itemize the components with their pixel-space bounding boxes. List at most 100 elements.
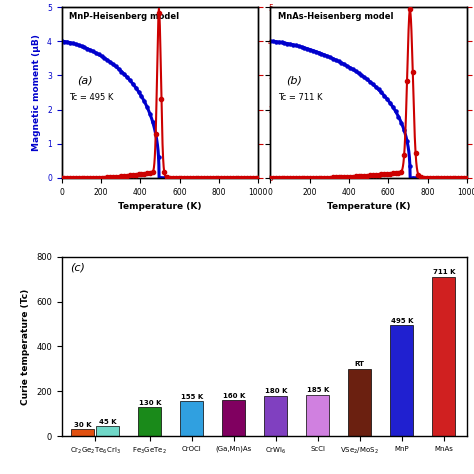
- Point: [283, 174, 291, 182]
- Point: [72, 174, 80, 182]
- Point: [455, 174, 462, 182]
- Point: [169, 174, 177, 182]
- Point: [112, 173, 119, 181]
- Point: [460, 174, 468, 182]
- Text: 495 K: 495 K: [391, 318, 413, 324]
- Text: (c): (c): [70, 262, 84, 272]
- Point: [209, 174, 217, 182]
- Point: [195, 174, 202, 182]
- Point: [375, 86, 383, 93]
- Point: [398, 168, 405, 175]
- Point: [118, 68, 125, 75]
- Point: [303, 45, 311, 53]
- Point: [140, 98, 148, 105]
- Point: [292, 42, 300, 49]
- Point: [192, 174, 200, 182]
- Point: [123, 73, 131, 81]
- Point: [281, 174, 288, 182]
- Point: [166, 174, 174, 182]
- Point: [443, 174, 451, 182]
- Y-axis label: Curie temperature (Tc): Curie temperature (Tc): [21, 288, 30, 404]
- Point: [318, 174, 325, 182]
- Point: [357, 71, 365, 79]
- Point: [335, 173, 342, 181]
- Point: [252, 174, 259, 182]
- Point: [215, 174, 222, 182]
- Point: [440, 174, 448, 182]
- Point: [72, 40, 80, 48]
- Point: [164, 174, 171, 182]
- Point: [369, 81, 376, 88]
- Point: [426, 174, 434, 182]
- Point: [312, 48, 319, 55]
- Point: [366, 78, 374, 85]
- Point: [143, 103, 151, 111]
- Point: [81, 44, 88, 51]
- Point: [320, 51, 328, 59]
- Point: [335, 57, 342, 65]
- Point: [155, 154, 163, 161]
- Point: [235, 174, 242, 182]
- Point: [240, 174, 248, 182]
- Text: MnAs-Heisenberg model: MnAs-Heisenberg model: [278, 12, 393, 21]
- Point: [149, 168, 156, 176]
- Point: [366, 172, 374, 179]
- Point: [223, 174, 231, 182]
- Point: [323, 52, 331, 60]
- Y-axis label: Magnetic moment (μB): Magnetic moment (μB): [32, 34, 41, 151]
- Point: [100, 54, 108, 62]
- Point: [357, 172, 365, 180]
- Point: [86, 174, 94, 182]
- Point: [172, 174, 180, 182]
- Point: [443, 174, 451, 182]
- Point: [415, 174, 422, 182]
- Point: [206, 174, 214, 182]
- Point: [137, 92, 145, 100]
- Point: [401, 127, 408, 134]
- Point: [203, 174, 211, 182]
- Point: [292, 174, 300, 182]
- Point: [135, 171, 142, 178]
- Point: [329, 55, 337, 63]
- Point: [332, 56, 339, 64]
- Point: [360, 73, 368, 81]
- Point: [223, 174, 231, 182]
- Point: [203, 174, 211, 182]
- Point: [81, 174, 88, 182]
- Point: [435, 174, 442, 182]
- Point: [323, 174, 331, 182]
- Text: 185 K: 185 K: [307, 387, 329, 393]
- Text: Tc = 495 K: Tc = 495 K: [70, 92, 114, 101]
- Point: [306, 174, 314, 182]
- Point: [161, 174, 168, 182]
- Point: [226, 174, 234, 182]
- Point: [112, 63, 119, 70]
- Point: [161, 168, 168, 176]
- Point: [232, 174, 239, 182]
- Point: [169, 174, 177, 182]
- Point: [381, 170, 388, 178]
- Text: 180 K: 180 K: [264, 388, 287, 394]
- Bar: [222, 400, 246, 436]
- Point: [106, 58, 114, 66]
- Point: [412, 149, 419, 156]
- Point: [95, 51, 102, 58]
- Point: [86, 46, 94, 54]
- Point: [69, 40, 77, 47]
- Point: [272, 38, 280, 46]
- Point: [266, 37, 274, 45]
- Point: [432, 174, 439, 182]
- Point: [346, 173, 354, 181]
- Point: [137, 170, 145, 178]
- Point: [275, 38, 283, 46]
- Point: [229, 174, 237, 182]
- Point: [283, 40, 291, 47]
- Point: [463, 174, 471, 182]
- Point: [355, 69, 362, 77]
- Point: [266, 174, 274, 182]
- Point: [132, 171, 139, 179]
- Point: [429, 174, 437, 182]
- Point: [298, 43, 305, 51]
- Point: [123, 172, 131, 180]
- Point: [455, 174, 462, 182]
